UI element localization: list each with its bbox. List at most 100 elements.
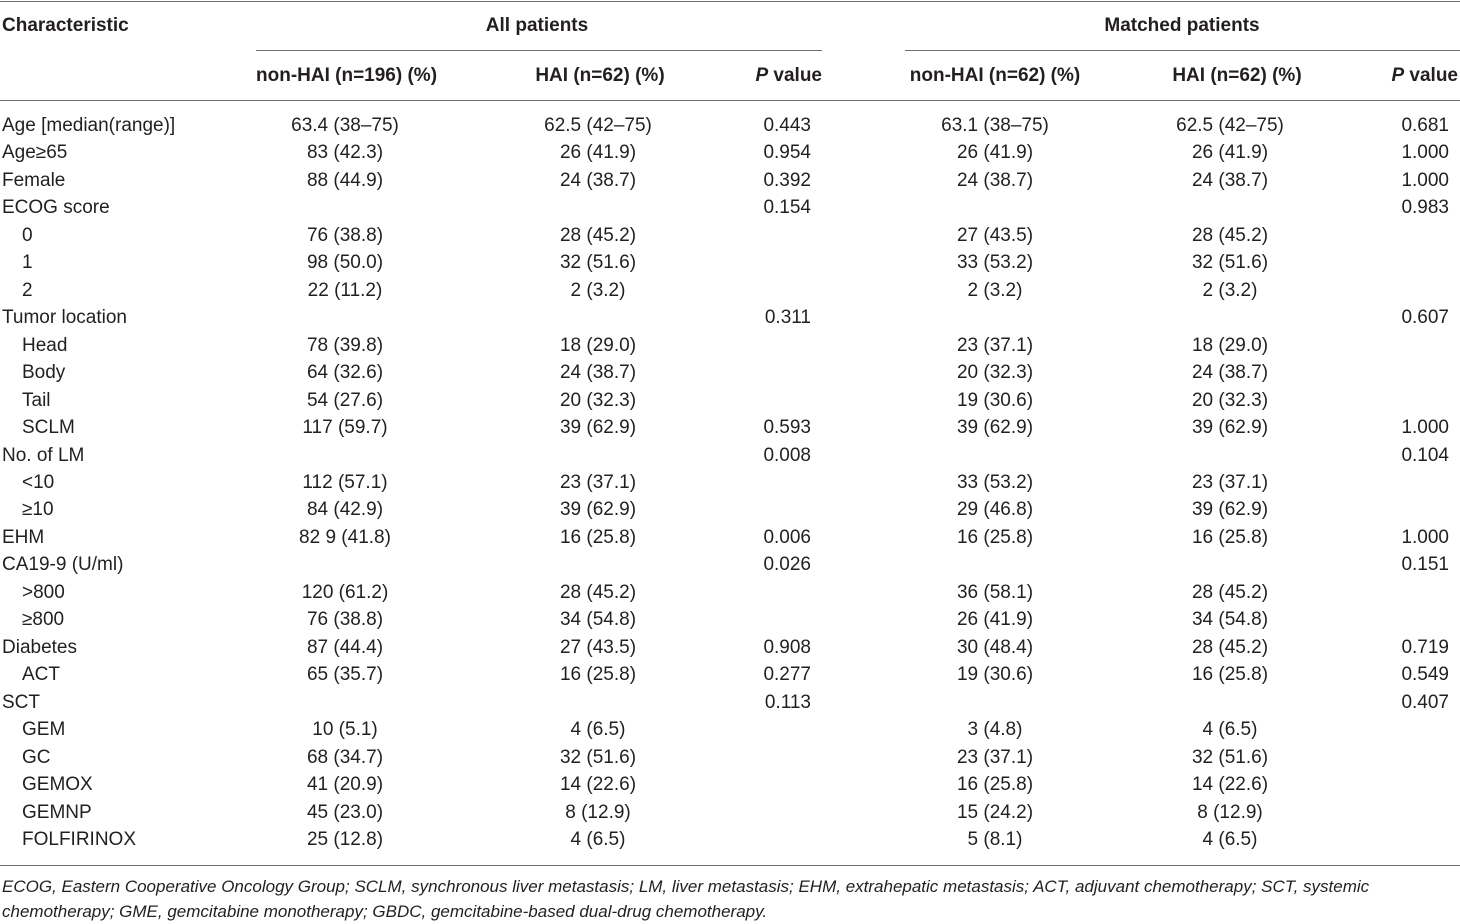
cell: 23 (37.1): [956, 334, 1034, 356]
cell: 0.392: [763, 169, 811, 191]
cell: 3 (4.8): [967, 719, 1023, 741]
row-label: GC: [22, 746, 51, 768]
cell: 65 (35.7): [306, 664, 384, 686]
cell: 0.983: [1401, 197, 1449, 219]
row-label: >800: [22, 581, 65, 603]
cell: 0.719: [1401, 636, 1449, 658]
cell: 68 (34.7): [306, 746, 384, 768]
cell: 0.607: [1401, 307, 1449, 329]
cell: 2 (3.2): [1202, 279, 1258, 301]
group-header: All patients: [485, 15, 589, 36]
cell: 1.000: [1401, 169, 1449, 191]
row-label: Diabetes: [2, 636, 77, 658]
cell: 28 (45.2): [559, 224, 637, 246]
cell: 0.008: [763, 444, 811, 466]
cell: 10 (5.1): [312, 719, 378, 741]
cell: 16 (25.8): [1191, 664, 1269, 686]
row-label: No. of LM: [2, 444, 85, 466]
cell: 16 (25.8): [956, 774, 1034, 796]
column-header: HAI (n=62) (%): [1172, 65, 1302, 86]
row-label: GEM: [22, 719, 66, 741]
cell: 18 (29.0): [559, 334, 637, 356]
cell: 26 (41.9): [559, 142, 637, 164]
cell: 117 (59.7): [302, 417, 388, 439]
cell: 0.443: [763, 115, 811, 136]
cell: 0.407: [1401, 691, 1449, 713]
cell: 0.549: [1401, 664, 1449, 686]
cell: 24 (38.7): [559, 169, 637, 191]
cell: 28 (45.2): [559, 581, 637, 603]
row-label: Tail: [22, 389, 51, 411]
cell: 16 (25.8): [559, 664, 637, 686]
cell: 83 (42.3): [306, 142, 384, 164]
cell: 23 (37.1): [559, 471, 637, 493]
row-label: FOLFIRINOX: [22, 828, 137, 850]
cell: 112 (57.1): [302, 471, 388, 493]
row-label: Age≥65: [2, 142, 68, 164]
column-header: HAI (n=62) (%): [535, 65, 665, 86]
cell: 23 (37.1): [1191, 471, 1269, 493]
cell: 8 (12.9): [1197, 801, 1263, 823]
group-rule: [905, 50, 1460, 51]
cell: 0.954: [763, 142, 811, 164]
footnote: ECOG, Eastern Cooperative Oncology Group…: [2, 877, 1370, 921]
cell: 2 (3.2): [570, 279, 626, 301]
group-header: Matched patients: [1104, 15, 1260, 36]
row-label: Age [median(range)]: [2, 115, 176, 136]
cell: 32 (51.6): [559, 746, 637, 768]
cell: 4 (6.5): [1202, 828, 1258, 850]
cell: 18 (29.0): [1191, 334, 1269, 356]
bottom-rule: [0, 865, 1460, 866]
cell: 76 (38.8): [306, 609, 384, 631]
cell: 24 (38.7): [559, 362, 637, 384]
cell: 27 (43.5): [956, 224, 1034, 246]
cell: 0.681: [1401, 115, 1449, 136]
cell: 120 (61.2): [301, 581, 389, 603]
cell: 25 (12.8): [306, 828, 384, 850]
row-label: 1: [22, 252, 33, 274]
top-rule: [0, 1, 1460, 2]
cell: 39 (62.9): [559, 417, 637, 439]
cell: 0.311: [764, 307, 811, 329]
cell: 0.277: [763, 664, 811, 686]
cell: 5 (8.1): [967, 828, 1023, 850]
cell: 1.000: [1401, 526, 1449, 548]
row-label: SCLM: [22, 417, 75, 439]
cell: 29 (46.8): [956, 499, 1034, 521]
cell: 36 (58.1): [956, 581, 1034, 603]
cell: 34 (54.8): [1191, 609, 1269, 631]
cell: 26 (41.9): [1191, 142, 1269, 164]
row-label: GEMNP: [22, 801, 92, 823]
row-label: ≥800: [22, 609, 65, 631]
cell: 32 (51.6): [1191, 252, 1269, 274]
cell: 19 (30.6): [956, 664, 1034, 686]
column-header: non-HAI (n=62) (%): [909, 65, 1081, 86]
cell: 84 (42.9): [306, 499, 384, 521]
cell: 4 (6.5): [570, 828, 626, 850]
cell: 24 (38.7): [1191, 362, 1269, 384]
row-label: CA19-9 (U/ml): [2, 554, 124, 576]
cell: 1.000: [1401, 142, 1449, 164]
cell: 2 (3.2): [967, 279, 1023, 301]
cell: 64 (32.6): [306, 362, 384, 384]
cell: 0.908: [763, 636, 811, 658]
cell: 1.000: [1401, 417, 1449, 439]
cell: 76 (38.8): [306, 224, 384, 246]
cell: 0.026: [763, 554, 811, 576]
cell: 27 (43.5): [559, 636, 637, 658]
cell: 16 (25.8): [956, 526, 1034, 548]
cell: 20 (32.3): [1191, 389, 1269, 411]
cell: 19 (30.6): [956, 389, 1034, 411]
cell: 4 (6.5): [1202, 719, 1258, 741]
cell: 33 (53.2): [956, 471, 1034, 493]
row-label: Female: [2, 169, 66, 191]
row-label: Head: [22, 334, 68, 356]
column-header: non-HAI (n=196) (%): [256, 65, 438, 86]
row-label: SCT: [2, 691, 40, 713]
cell: 8 (12.9): [565, 801, 631, 823]
cell: 26 (41.9): [956, 609, 1034, 631]
cell: 30 (48.4): [956, 636, 1034, 658]
cell: 32 (51.6): [559, 252, 637, 274]
cell: 54 (27.6): [306, 389, 384, 411]
cell: 88 (44.9): [306, 169, 384, 191]
